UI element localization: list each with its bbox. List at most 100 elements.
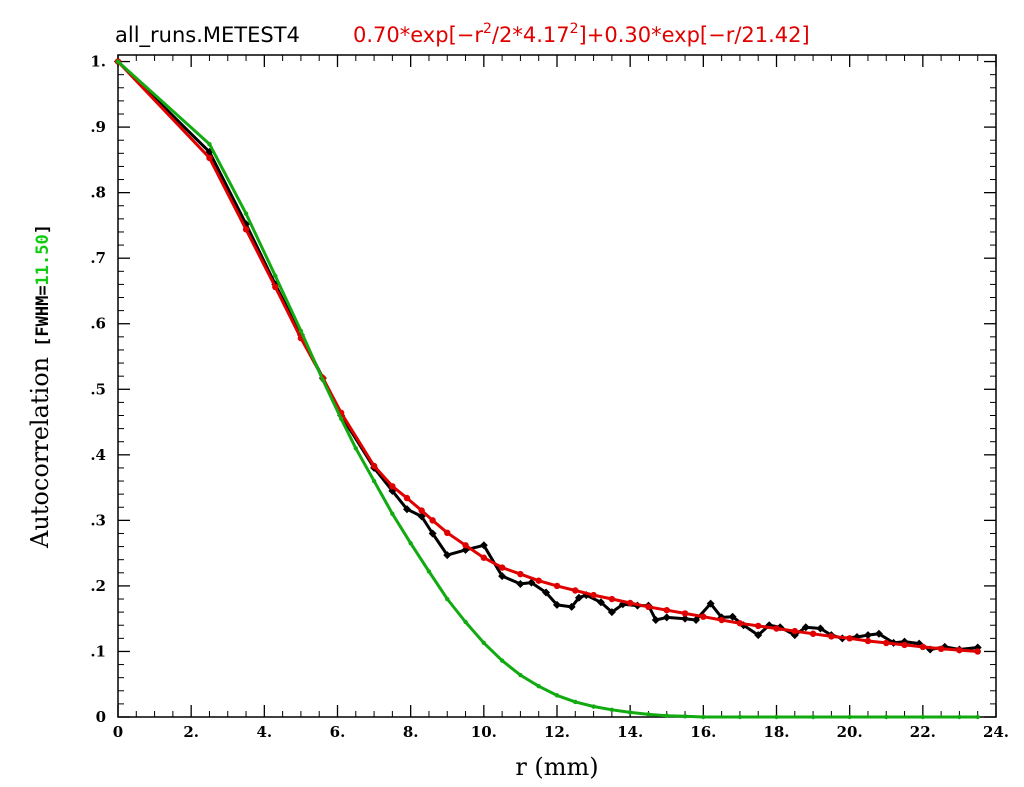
data-point [273,273,278,279]
data-point [338,416,344,421]
x-tick-label: 18. [763,723,789,741]
data-point [608,595,616,603]
data-series [114,57,982,720]
data-point [463,619,468,625]
data-point [651,615,660,624]
data-point [847,714,852,720]
data-point [883,639,890,647]
data-point [553,582,561,590]
data-point [403,505,412,514]
y-tick-label: .3 [90,511,106,529]
data-point [428,529,437,538]
data-point [518,672,523,678]
data-point [479,541,488,550]
data-point [975,714,980,720]
y-tick-label: 0 [96,708,106,726]
data-point [737,714,743,720]
data-point [773,625,780,632]
data-point [864,637,872,645]
data-point [682,714,688,719]
data-point [535,577,542,584]
x-tick-label: 10. [471,723,497,741]
data-point [863,631,872,640]
data-point [389,483,396,490]
x-tick-label: 22. [910,723,936,741]
fit-formula: 0.70*exp[−r2/2*4.172]+0.30*exp[−r/21.42] [353,21,810,47]
data-point [572,587,579,594]
data-point [371,478,377,484]
data-point [243,211,249,216]
data-point [445,596,450,602]
data-point [920,714,926,720]
data-point [272,283,279,291]
x-tick-label: 8. [403,723,419,741]
data-point [801,623,810,632]
data-point [403,494,411,502]
data-point [692,615,701,624]
data-point [499,658,505,663]
data-point [554,693,560,698]
data-point [298,328,304,334]
data-point [874,629,883,638]
series-0-line [116,60,978,651]
data-point [498,572,507,581]
data-point [418,507,425,514]
data-point [816,624,825,633]
data-point [736,620,744,627]
data-point [417,512,426,521]
data-point [646,712,651,717]
data-point [353,446,358,451]
series-0 [114,57,982,654]
data-point [718,616,725,624]
data-point [627,710,633,715]
data-point [919,643,927,651]
data-point [370,462,378,470]
data-point [429,517,436,524]
x-axis-label: r (mm) [515,753,598,781]
data-point [901,641,908,649]
y-tick-labels: 0 .1 .2 .3 .4 .5 .6 .7 .8 .9 1. [90,53,106,726]
data-point [536,683,541,689]
y-tick-label: .7 [90,249,106,267]
axis-ticks [117,55,997,718]
data-point [542,588,551,597]
y-tick-label: .9 [90,118,106,136]
chart-title: all_runs.METEST4 [115,23,300,48]
data-point [681,610,689,617]
data-point [700,613,707,620]
data-point [408,541,413,546]
data-point [480,554,488,561]
data-point [662,613,671,622]
x-tick-label: 16. [690,723,716,741]
series-1-line [116,60,978,653]
data-point [828,633,835,640]
y-tick-label: .2 [90,577,106,595]
data-point [517,570,524,578]
data-point [553,600,561,609]
data-point [810,714,816,720]
y-tick-label: .5 [90,380,106,398]
series-2-line [116,60,978,719]
data-point [754,631,763,640]
data-point [937,645,945,653]
data-point [426,569,432,574]
data-point [390,511,395,517]
data-point [481,640,487,646]
data-point [884,714,889,720]
data-point [206,154,213,162]
x-tick-label: 6. [330,723,346,741]
data-point [626,599,634,607]
data-point [591,704,596,709]
data-point [242,226,250,233]
y-tick-label: .8 [90,184,106,202]
data-point [609,707,615,712]
y-tick-label: .4 [90,446,106,464]
data-point [664,713,669,718]
data-point [809,630,817,637]
x-tick-label: 0 [113,723,123,741]
data-point [645,603,652,611]
data-point [567,602,576,611]
x-tick-label: 2. [183,723,199,741]
data-point [956,646,963,654]
series-1 [114,58,981,655]
